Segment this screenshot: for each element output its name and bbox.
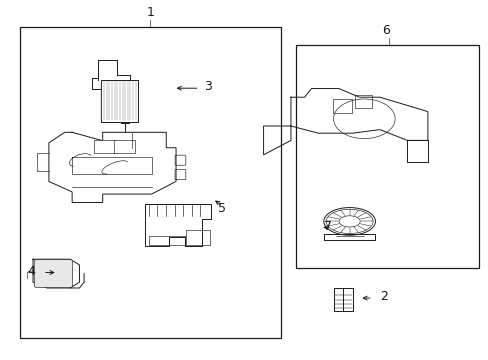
Text: 6: 6 bbox=[382, 24, 389, 37]
Bar bbox=[102, 80, 138, 122]
Bar bbox=[20, 27, 281, 338]
Bar bbox=[114, 140, 135, 153]
Bar bbox=[186, 230, 209, 245]
Bar bbox=[94, 140, 116, 153]
Text: 7: 7 bbox=[323, 220, 331, 233]
Text: 3: 3 bbox=[203, 80, 211, 93]
Bar bbox=[333, 288, 344, 311]
Text: 1: 1 bbox=[146, 6, 154, 19]
Text: 2: 2 bbox=[379, 291, 387, 303]
Bar bbox=[332, 99, 351, 113]
Bar bbox=[323, 234, 375, 239]
Text: 4: 4 bbox=[28, 265, 36, 278]
FancyBboxPatch shape bbox=[34, 260, 72, 288]
Bar bbox=[354, 95, 371, 108]
Bar bbox=[295, 45, 478, 268]
Text: 5: 5 bbox=[218, 202, 226, 215]
Bar bbox=[148, 236, 184, 245]
Bar bbox=[342, 288, 352, 311]
